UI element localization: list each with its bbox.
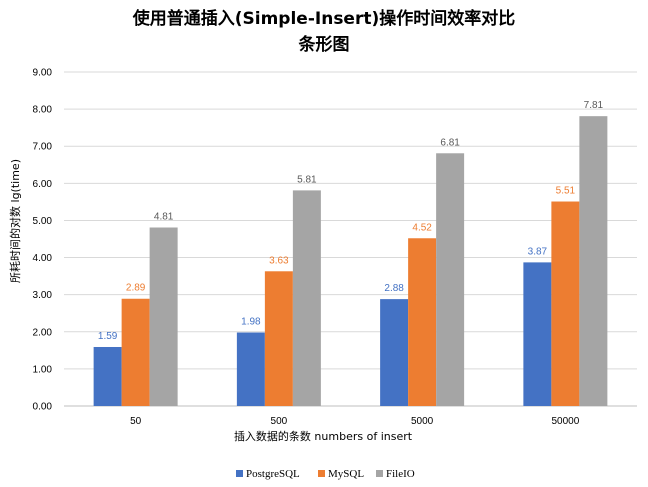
bar-mysql [408, 238, 437, 406]
data-label-postgresql: 1.98 [241, 317, 261, 328]
data-label-fileio: 6.81 [440, 137, 460, 148]
legend: PostgreSQL MySQL FileIO [236, 468, 415, 480]
x-tick-label: 5000 [411, 416, 434, 427]
legend-item-mysql: MySQL [318, 468, 364, 480]
bar-fileio [579, 116, 608, 406]
bar-mysql [264, 271, 293, 406]
data-label-postgresql: 1.59 [98, 331, 118, 342]
bar-fileio [292, 190, 321, 406]
bar-mysql [551, 201, 580, 406]
x-tick-label: 50 [130, 416, 142, 427]
y-tick-label: 0.00 [33, 402, 53, 413]
data-label-mysql: 5.51 [556, 186, 576, 197]
data-label-postgresql: 3.87 [528, 246, 548, 257]
chart-title-line-2: 条形图 [298, 34, 350, 55]
y-tick-label: 4.00 [33, 253, 53, 264]
data-labels: 1.59 2.89 4.81 1.98 3.63 5.81 2.88 4.52 6.81 3.87… [98, 100, 604, 342]
y-axis-ticks: 0.00 1.00 2.00 3.00 4.00 5.00 6.00 7.00 8.00 9.00 [33, 68, 53, 413]
x-axis-ticks: 50 500 5000 50000 [130, 416, 580, 427]
bar-postgresql [380, 299, 409, 406]
legend-item-postgresql: PostgreSQL [236, 468, 300, 480]
y-tick-label: 5.00 [33, 216, 53, 227]
y-axis-label: 所耗时间的对数 lg(time) [8, 159, 22, 283]
x-axis-label: 插入数据的条数 numbers of insert [234, 429, 413, 443]
y-tick-label: 6.00 [33, 179, 53, 190]
bar-marks [93, 116, 608, 406]
legend-label: MySQL [328, 468, 364, 480]
legend-swatch [318, 470, 325, 477]
data-label-mysql: 2.89 [126, 283, 146, 294]
y-tick-label: 9.00 [33, 68, 53, 79]
data-label-fileio: 5.81 [297, 174, 317, 185]
data-label-mysql: 4.52 [412, 222, 432, 233]
x-tick-label: 50000 [551, 416, 579, 427]
data-label-mysql: 3.63 [269, 255, 289, 266]
bar-postgresql [523, 262, 552, 406]
x-tick-label: 500 [271, 416, 288, 427]
chart-title-line-1: 使用普通插入(Simple-Insert)操作时间效率对比 [132, 8, 516, 29]
bar-postgresql [93, 346, 122, 406]
bar-fileio [436, 153, 465, 406]
bar-postgresql [236, 332, 265, 406]
bar-fileio [149, 227, 178, 406]
legend-swatch [236, 470, 243, 477]
y-tick-label: 3.00 [33, 290, 53, 301]
bar-mysql [121, 298, 150, 406]
data-label-fileio: 7.81 [584, 100, 604, 111]
data-label-fileio: 4.81 [154, 211, 174, 222]
y-tick-label: 8.00 [33, 105, 53, 116]
legend-label: PostgreSQL [246, 468, 300, 480]
y-tick-label: 7.00 [33, 142, 53, 153]
legend-item-fileio: FileIO [376, 468, 415, 480]
y-tick-label: 1.00 [33, 364, 53, 375]
legend-label: FileIO [386, 468, 415, 480]
legend-swatch [376, 470, 383, 477]
y-tick-label: 2.00 [33, 327, 53, 338]
data-label-postgresql: 2.88 [384, 283, 404, 294]
